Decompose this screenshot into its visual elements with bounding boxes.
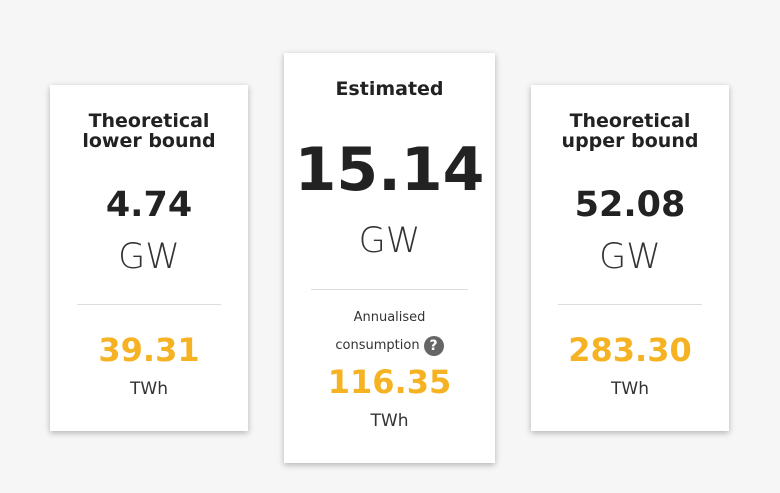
power-unit: GW bbox=[358, 221, 421, 261]
card-title: Theoretical upper bound bbox=[561, 110, 699, 152]
note: Annualised consumption? bbox=[335, 304, 445, 360]
energy-unit: TWh bbox=[611, 379, 649, 399]
divider bbox=[311, 289, 468, 290]
power-value: 4.74 bbox=[105, 185, 193, 225]
energy-unit: TWh bbox=[130, 379, 168, 399]
energy-value: 116.35 bbox=[327, 363, 452, 401]
energy-value: 283.30 bbox=[568, 331, 692, 369]
energy-value: 39.31 bbox=[98, 331, 200, 369]
divider bbox=[77, 304, 221, 305]
note-wrap: Annualised consumption? bbox=[284, 304, 495, 360]
power-unit: GW bbox=[118, 237, 180, 277]
card: Theoretical upper bound 52.08 GW 283.30 … bbox=[531, 85, 729, 431]
title-wrap: Theoretical upper bound bbox=[531, 111, 729, 151]
title-wrap: Estimated bbox=[284, 79, 495, 99]
power-value: 52.08 bbox=[574, 185, 686, 225]
card: Theoretical lower bound 4.74 GW 39.31 TW… bbox=[50, 85, 248, 431]
energy-unit: TWh bbox=[370, 411, 409, 431]
power-unit: GW bbox=[599, 237, 661, 277]
card-title: Theoretical lower bound bbox=[82, 110, 216, 152]
power-value: 15.14 bbox=[294, 135, 485, 205]
help-icon[interactable]: ? bbox=[423, 335, 444, 356]
divider bbox=[558, 304, 702, 305]
card: Estimated 15.14 GW Annualised consumptio… bbox=[284, 53, 495, 463]
note-text: Annualised consumption bbox=[335, 310, 426, 353]
title-wrap: Theoretical lower bound bbox=[50, 111, 248, 151]
card-title: Estimated bbox=[335, 78, 444, 100]
